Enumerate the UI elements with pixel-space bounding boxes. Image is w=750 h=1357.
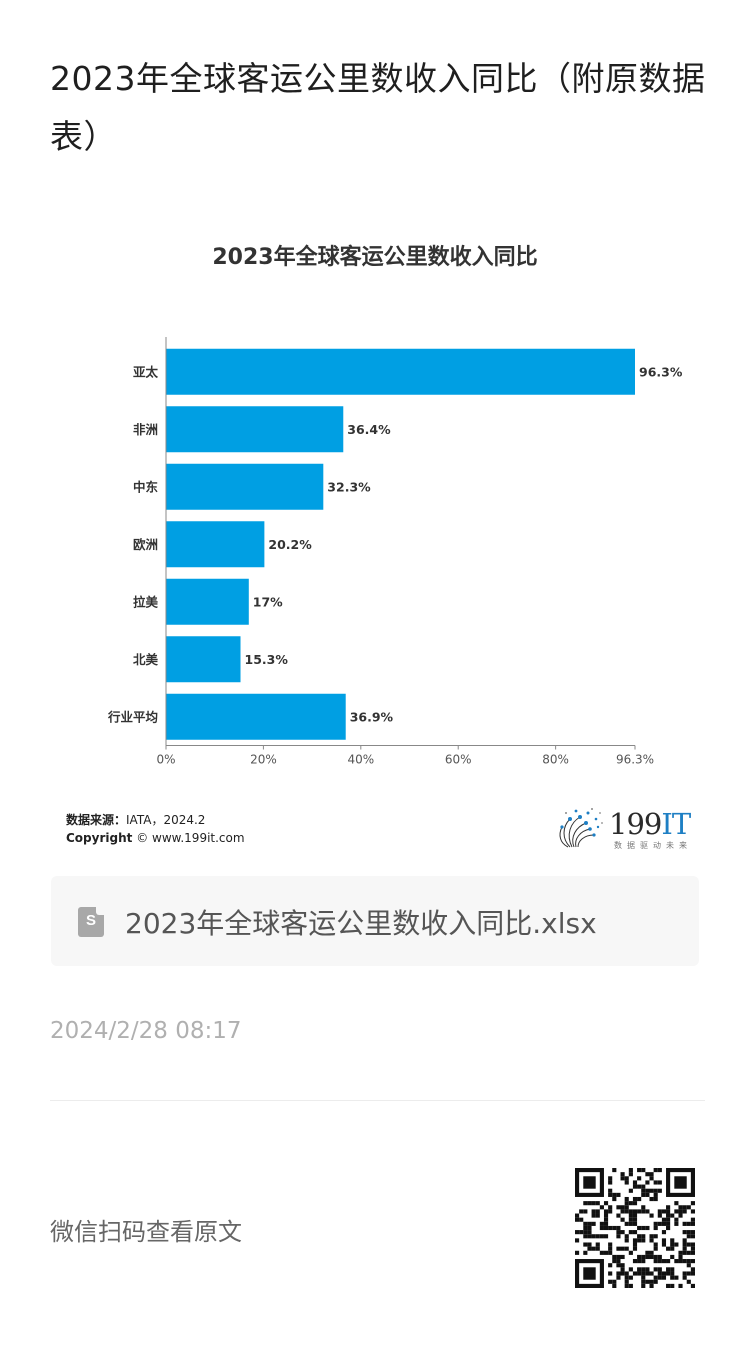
article-title: 2023年全球客运公里数收入同比（附原数据表） bbox=[50, 59, 706, 156]
x-tick-label: 96.3% bbox=[616, 753, 654, 767]
bar-0 bbox=[166, 348, 635, 395]
divider bbox=[50, 1100, 705, 1101]
copyright-text: © www.199it.com bbox=[136, 831, 245, 845]
x-tick-label: 60% bbox=[445, 753, 472, 767]
logo-text: 199IT bbox=[609, 807, 691, 841]
category-label: 中东 bbox=[133, 479, 159, 494]
bar-6 bbox=[166, 693, 346, 740]
bar-1 bbox=[166, 406, 344, 453]
bar-4 bbox=[166, 578, 249, 625]
category-label: 亚太 bbox=[133, 364, 159, 379]
chart-image: 2023年全球客运公里数收入同比 亚太 96.3% 非洲 36.4% 中东 32.3% 欧洲… bbox=[0, 225, 750, 865]
value-label: 20.2% bbox=[268, 537, 312, 552]
data-source: 数据来源：IATA，2024.2 bbox=[66, 811, 205, 828]
data-source-text: IATA，2024.2 bbox=[126, 813, 206, 827]
attachment-filename[interactable]: 2023年全球客运公里数收入同比.xlsx bbox=[125, 907, 597, 940]
bar-5 bbox=[166, 636, 241, 683]
category-label: 欧洲 bbox=[133, 537, 158, 552]
value-label: 96.3% bbox=[639, 364, 683, 379]
copyright-label: Copyright bbox=[66, 831, 133, 845]
publish-timestamp: 2024/2/28 08:17 bbox=[50, 1018, 242, 1044]
logo-burst-icon bbox=[559, 808, 603, 848]
bar-2 bbox=[166, 463, 324, 510]
value-label: 32.3% bbox=[327, 479, 371, 494]
category-label: 非洲 bbox=[133, 422, 158, 437]
attachment-card[interactable]: S 2023年全球客运公里数收入同比.xlsx bbox=[51, 876, 699, 966]
category-label: 北美 bbox=[133, 652, 159, 667]
qr-scan-label: 微信扫码查看原文 bbox=[50, 1218, 242, 1246]
copyright-line: Copyright © www.199it.com bbox=[66, 831, 245, 845]
199it-logo: 199IT 数据驱动未来 bbox=[558, 805, 698, 855]
x-tick-label: 20% bbox=[250, 753, 277, 767]
data-source-label: 数据来源： bbox=[66, 813, 127, 827]
value-label: 36.4% bbox=[347, 422, 391, 437]
x-tick-label: 0% bbox=[156, 753, 175, 767]
spreadsheet-file-icon: S bbox=[78, 907, 104, 937]
qr-code-icon[interactable] bbox=[575, 1168, 695, 1288]
bar-3 bbox=[166, 521, 265, 568]
value-label: 36.9% bbox=[350, 709, 394, 724]
logo-slogan: 数据驱动未来 bbox=[614, 841, 692, 850]
bar-chart: 亚太 96.3% 非洲 36.4% 中东 32.3% 欧洲 20.2% 拉美 17% 北美 15.3%… bbox=[107, 337, 683, 767]
x-tick-label: 40% bbox=[347, 753, 374, 767]
x-tick-label: 80% bbox=[542, 753, 569, 767]
value-label: 15.3% bbox=[245, 652, 289, 667]
value-label: 17% bbox=[253, 594, 283, 609]
category-label: 行业平均 bbox=[107, 709, 158, 724]
chart-title: 2023年全球客运公里数收入同比 bbox=[212, 245, 538, 270]
category-label: 拉美 bbox=[133, 594, 159, 609]
